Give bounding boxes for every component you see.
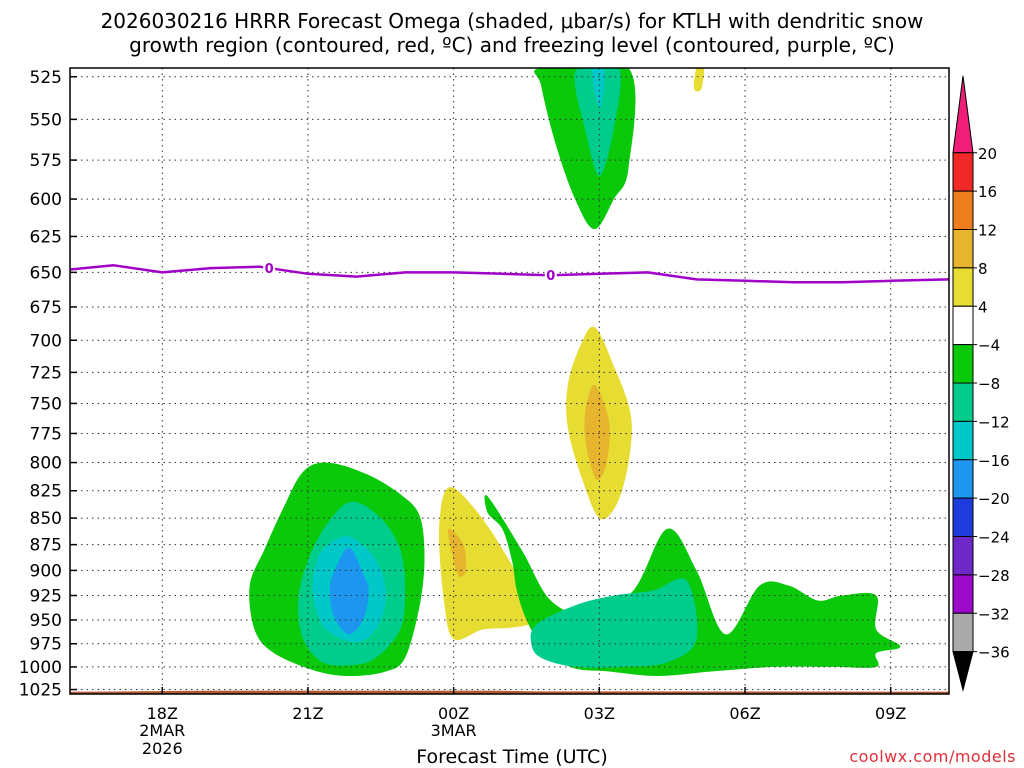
colorbar-label-7: −12 [978, 413, 1010, 431]
colorbar-label-10: −24 [978, 529, 1010, 547]
ground-surface [70, 690, 949, 694]
colorbar-label-3: 8 [978, 260, 988, 278]
colorbar-arrow-top [952, 75, 974, 154]
colorbar-label-8: −16 [978, 452, 1010, 470]
y-tick-label-725: 725 [30, 363, 62, 383]
y-tick-label-650: 650 [30, 263, 62, 283]
colorbar-swatch-4 [952, 267, 974, 307]
colorbar-label-13: −36 [978, 644, 1010, 662]
y-tick-label-700: 700 [30, 331, 62, 351]
y-tick-label-850: 850 [30, 509, 62, 529]
omega-region-rising-21z-core [329, 547, 369, 635]
chart-title-line-1: 2026030216 HRRR Forecast Omega (shaded, … [100, 9, 924, 33]
x-tick-label-21Z: 21Z [292, 704, 323, 723]
y-tick-label-750: 750 [30, 394, 62, 414]
y-tick-label-550: 550 [30, 110, 62, 130]
colorbar-swatch-10 [952, 497, 974, 537]
colorbar-label-11: −28 [978, 567, 1010, 585]
chart-title-line-2: growth region (contoured, red, ºC) and f… [129, 33, 895, 57]
omega-region-sinking-00z [438, 487, 533, 641]
colorbar-swatch-11 [952, 536, 974, 576]
colorbar-swatch-7 [952, 382, 974, 422]
colorbar-swatch-12 [952, 574, 974, 614]
freezing-level-label-1: 0 [546, 269, 555, 284]
x-tick-year-18Z: 2026 [142, 739, 183, 758]
colorbar-swatch-6 [952, 344, 974, 384]
x-tick-label-00Z: 00Z [438, 704, 469, 723]
colorbar-swatch-2 [952, 190, 974, 230]
y-tick-label-575: 575 [30, 151, 62, 171]
colorbar-swatch-3 [952, 229, 974, 269]
colorbar-label-6: −8 [978, 375, 1000, 393]
freezing-level-line [70, 264, 949, 284]
x-tick-label-18Z: 18Z [147, 704, 178, 723]
colorbar-label-2: 12 [978, 222, 997, 240]
colorbar-swatch-5 [952, 305, 974, 346]
colorbar-swatch-9 [952, 459, 974, 499]
freezing-label-bg-1 [544, 267, 557, 283]
y-axis: 525 550 575 600 625 650 675 700 725 750 775 800 825 8… [19, 68, 77, 701]
y-tick-label-875: 875 [30, 536, 62, 556]
x-tick-date-00Z: 3MAR [431, 721, 477, 740]
y-tick-label-825: 825 [30, 482, 62, 502]
x-tick-label-06Z: 06Z [729, 704, 760, 723]
omega-region-sinking-03z-core [584, 384, 610, 480]
omega-shading [249, 68, 901, 676]
omega-region-rising-04z-mid [530, 578, 698, 668]
omega-region-sinking-00z-core [448, 528, 467, 577]
colorbar-swatch-13 [952, 612, 974, 653]
y-tick-label-600: 600 [30, 190, 62, 210]
grid-lines [70, 68, 949, 694]
colorbar-label-1: 16 [978, 183, 997, 201]
x-axis-label: Forecast Time (UTC) [416, 746, 608, 768]
plot-frame [69, 67, 950, 695]
colorbar-swatch-8 [952, 420, 974, 461]
y-tick-label-1025: 1025 [19, 681, 62, 701]
colorbar: 20 16 12 8 4 −4 −8 −12 −16 −20 −24 −28 −32 −36 [952, 75, 1010, 692]
colorbar-label-12: −32 [978, 605, 1010, 623]
colorbar-label-4: 4 [978, 298, 988, 316]
y-tick-label-800: 800 [30, 454, 62, 474]
ground-layer [70, 690, 949, 694]
x-tick-date-18Z: 2MAR [139, 721, 185, 740]
freezing-level-label-0: 0 [265, 262, 274, 277]
y-tick-label-925: 925 [30, 587, 62, 607]
colorbar-arrow-bottom [952, 651, 974, 692]
omega-region-sinking-05z [693, 68, 704, 92]
colorbar-swatch-1 [952, 152, 974, 192]
y-tick-label-675: 675 [30, 298, 62, 318]
freezing-label-bg-0 [263, 260, 276, 276]
omega-region-rising-03z-top-mid [574, 68, 621, 176]
y-tick-label-525: 525 [30, 68, 62, 88]
x-tick-label-03Z: 03Z [584, 704, 615, 723]
colorbar-label-0: 20 [978, 145, 997, 163]
omega-region-rising-03z-top-in [591, 68, 605, 107]
x-tick-label-09Z: 09Z [875, 704, 906, 723]
site-credit: coolwx.com/models [849, 747, 1016, 766]
colorbar-label-9: −20 [978, 490, 1010, 508]
y-tick-label-775: 775 [30, 424, 62, 444]
y-tick-label-975: 975 [30, 635, 62, 655]
y-tick-label-950: 950 [30, 611, 62, 631]
y-tick-label-1000: 1000 [19, 658, 62, 678]
colorbar-label-5: −4 [978, 337, 1000, 355]
y-tick-label-900: 900 [30, 561, 62, 581]
y-tick-label-625: 625 [30, 227, 62, 247]
